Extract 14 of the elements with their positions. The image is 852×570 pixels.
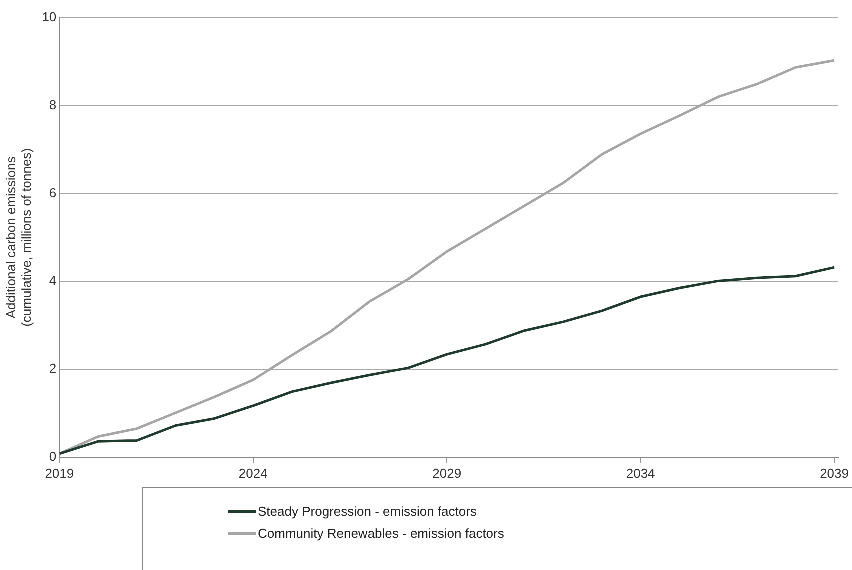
- x-tick-label: 2039: [820, 466, 849, 481]
- y-tick-label: 8: [49, 97, 57, 112]
- y-tick-label: 4: [49, 273, 57, 288]
- legend-label: Community Renewables - emission factors: [258, 526, 504, 540]
- y-tick-label: 6: [49, 185, 57, 200]
- x-tick-label: 2019: [45, 466, 74, 481]
- legend-label: Steady Progression - emission factors: [258, 504, 477, 518]
- y-tick-label: 0: [49, 448, 57, 464]
- x-tick-label: 2024: [238, 466, 268, 481]
- y-tick-label: 2: [49, 361, 57, 376]
- x-tick-label: 2034: [626, 466, 656, 481]
- x-tick-label: 2029: [432, 466, 462, 481]
- y-tick-label: 10: [42, 10, 57, 25]
- y-axis-title: Additional carbon emissions (cumulative, millions of tonnes): [3, 148, 34, 327]
